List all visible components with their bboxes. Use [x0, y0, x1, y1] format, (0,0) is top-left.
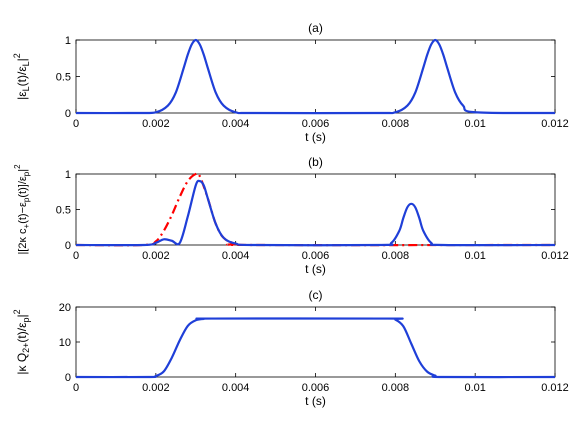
x-tick-label: 0.008	[382, 250, 410, 262]
x-tick-label: 0.004	[222, 118, 250, 130]
series-line-c-0	[75, 317, 556, 379]
y-tick-label: 0	[65, 108, 71, 120]
y-tick-label: 10	[59, 337, 71, 349]
y-tick-label: 1	[65, 35, 71, 47]
axes-frame-a	[75, 39, 556, 114]
x-tick-label: 0.012	[541, 382, 569, 394]
panel-title-b: (b)	[308, 155, 323, 169]
x-tick-label: 0.002	[142, 250, 170, 262]
panel-title-c: (c)	[309, 288, 323, 302]
x-tick-label: 0.004	[222, 382, 250, 394]
x-tick-label: 0.006	[302, 250, 330, 262]
x-tick-label: 0.008	[382, 118, 410, 130]
x-tick-label: 0.01	[464, 382, 485, 394]
series-line-b-1	[75, 179, 556, 247]
x-tick-label: 0.012	[541, 250, 569, 262]
y-tick-label: 1	[65, 169, 71, 181]
x-tick-label: 0.006	[302, 118, 330, 130]
y-axis-label-a: |εL(t)/εL|2	[12, 53, 31, 100]
x-tick-label: 0	[73, 118, 79, 130]
x-tick-label: 0.01	[464, 250, 485, 262]
panel-title-a: (a)	[308, 21, 323, 35]
x-tick-label: 0.006	[302, 382, 330, 394]
y-tick-label: 0.5	[56, 72, 71, 84]
y-tick-label: 0	[65, 240, 71, 252]
x-tick-label: 0.012	[541, 118, 569, 130]
x-tick-label: 0	[73, 250, 79, 262]
x-tick-label: 0.01	[464, 118, 485, 130]
y-tick-label: 0	[65, 372, 71, 384]
series-line-a-0	[75, 38, 556, 115]
axes-frame-b	[75, 173, 556, 246]
y-tick-label: 0.5	[56, 205, 71, 217]
series-line-b-0	[75, 172, 556, 247]
x-tick-label: 0	[73, 382, 79, 394]
x-axis-label-c: t (s)	[305, 394, 326, 408]
panel-a: (a) t (s) |εL(t)/εL|2 0 0.002 0.004 0.006 0.…	[12, 21, 569, 144]
panel-b: (b) t (s) |[2κ c+(t)−εp(t)]/εp|2 0 0.002 0…	[13, 155, 569, 276]
x-tick-label: 0.008	[382, 382, 410, 394]
y-axis-label-c: |κ Q2+(t)/εp|2	[12, 309, 31, 374]
x-axis-label-b: t (s)	[305, 262, 326, 276]
y-axis-label-b: |[2κ c+(t)−εp(t)]/εp|2	[13, 164, 31, 255]
x-tick-label: 0.002	[142, 118, 170, 130]
y-tick-label: 20	[59, 302, 71, 314]
x-tick-label: 0.002	[142, 382, 170, 394]
x-axis-label-a: t (s)	[305, 130, 326, 144]
panel-c: (c) t (s) |κ Q2+(t)/εp|2 0 0.002 0.004 0.00…	[12, 288, 569, 408]
x-tick-label: 0.004	[222, 250, 250, 262]
